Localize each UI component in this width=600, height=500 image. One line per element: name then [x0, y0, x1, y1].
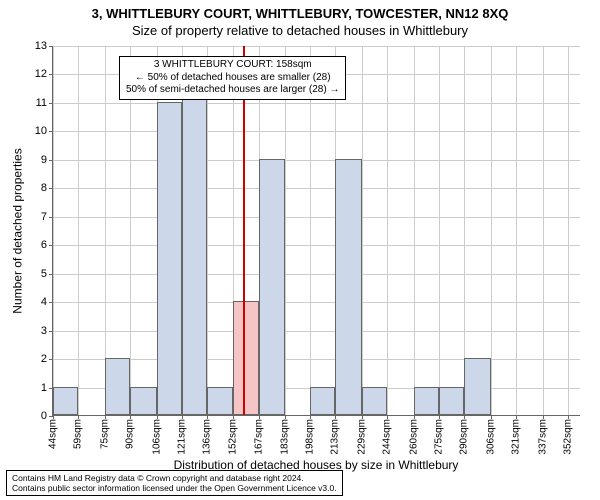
ytick-label: 2 [41, 353, 47, 365]
ytick-label: 1 [41, 382, 47, 394]
gridline-vertical [439, 46, 440, 415]
histogram-bar [335, 159, 362, 415]
histogram-bar [157, 102, 182, 415]
xtick-label: 136sqm [201, 419, 212, 455]
histogram-bar [439, 387, 464, 415]
histogram-bar [105, 358, 130, 415]
xtick-label: 321sqm [510, 419, 521, 455]
xtick-label: 90sqm [124, 419, 135, 449]
ytick-label: 11 [36, 97, 47, 109]
chart-title-sub: Size of property relative to detached ho… [0, 21, 600, 38]
xtick-label: 198sqm [305, 419, 316, 455]
gridline-vertical [130, 46, 131, 415]
y-axis-label: Number of detached properties [11, 148, 25, 313]
gridline-vertical [516, 46, 517, 415]
xtick-label: 213sqm [330, 419, 341, 455]
reference-line [243, 46, 245, 415]
gridline-vertical [387, 46, 388, 415]
histogram-bar [182, 73, 207, 415]
xtick-label: 106sqm [151, 419, 162, 455]
xtick-label: 59sqm [73, 419, 84, 449]
info-line-2: ← 50% of detached houses are smaller (28… [126, 72, 339, 85]
xtick-label: 229sqm [357, 419, 368, 455]
ytick-label: 6 [41, 239, 47, 251]
gridline-vertical [491, 46, 492, 415]
footer-line-1: Contains HM Land Registry data © Crown c… [12, 473, 337, 483]
footer-attribution: Contains HM Land Registry data © Crown c… [6, 470, 343, 496]
footer-line-2: Contains public sector information licen… [12, 483, 337, 493]
gridline-horizontal [53, 103, 580, 104]
gridline-horizontal [53, 217, 580, 218]
gridline-horizontal [53, 245, 580, 246]
xtick-label: 167sqm [253, 419, 264, 455]
gridline-horizontal [53, 302, 580, 303]
gridline-vertical [53, 46, 54, 415]
ytick-label: 4 [41, 296, 47, 308]
gridline-vertical [362, 46, 363, 415]
gridline-horizontal [53, 274, 580, 275]
histogram-bar [414, 387, 439, 415]
xtick-label: 260sqm [408, 419, 419, 455]
histogram-bar [464, 358, 491, 415]
chart-area: 3 WHITTLEBURY COURT: 158sqm ← 50% of det… [52, 46, 580, 416]
gridline-vertical [568, 46, 569, 415]
ytick-label: 5 [41, 268, 47, 280]
gridline-horizontal [53, 131, 580, 132]
chart-title-main: 3, WHITTLEBURY COURT, WHITTLEBURY, TOWCE… [0, 0, 600, 21]
xtick-label: 275sqm [433, 419, 444, 455]
histogram-bar [130, 387, 157, 415]
gridline-horizontal [53, 188, 580, 189]
xtick-label: 337sqm [537, 419, 548, 455]
info-box: 3 WHITTLEBURY COURT: 158sqm ← 50% of det… [119, 56, 346, 100]
gridline-horizontal [53, 46, 580, 47]
ytick-label: 7 [41, 211, 47, 223]
ytick-label: 13 [35, 40, 47, 52]
gridline-vertical [543, 46, 544, 415]
gridline-vertical [414, 46, 415, 415]
ytick-label: 3 [41, 325, 47, 337]
ytick-label: 0 [41, 410, 47, 422]
xtick-label: 121sqm [176, 419, 187, 455]
gridline-vertical [207, 46, 208, 415]
histogram-bar [362, 387, 387, 415]
xtick-label: 44sqm [48, 419, 59, 449]
chart-container: 3, WHITTLEBURY COURT, WHITTLEBURY, TOWCE… [0, 0, 600, 500]
xtick-label: 290sqm [459, 419, 470, 455]
gridline-horizontal [53, 359, 580, 360]
info-line-3: 50% of semi-detached houses are larger (… [126, 84, 339, 97]
xtick-label: 306sqm [485, 419, 496, 455]
gridline-vertical [310, 46, 311, 415]
gridline-horizontal [53, 160, 580, 161]
xtick-label: 183sqm [280, 419, 291, 455]
ytick-label: 12 [35, 68, 47, 80]
gridline-vertical [78, 46, 79, 415]
histogram-bar [53, 387, 78, 415]
gridline-vertical [285, 46, 286, 415]
xtick-label: 75sqm [99, 419, 110, 449]
y-axis-label-wrap: Number of detached properties [10, 46, 26, 416]
xtick-label: 352sqm [562, 419, 573, 455]
histogram-bar-highlight [233, 301, 258, 415]
ytick-label: 10 [35, 125, 47, 137]
histogram-bar [207, 387, 234, 415]
ytick-label: 8 [41, 182, 47, 194]
histogram-bar [259, 159, 286, 415]
ytick-label: 9 [41, 154, 47, 166]
plot-region: 3 WHITTLEBURY COURT: 158sqm ← 50% of det… [52, 46, 580, 416]
info-line-1: 3 WHITTLEBURY COURT: 158sqm [126, 59, 339, 72]
xtick-label: 244sqm [382, 419, 393, 455]
gridline-horizontal [53, 331, 580, 332]
xtick-label: 152sqm [228, 419, 239, 455]
histogram-bar [310, 387, 335, 415]
